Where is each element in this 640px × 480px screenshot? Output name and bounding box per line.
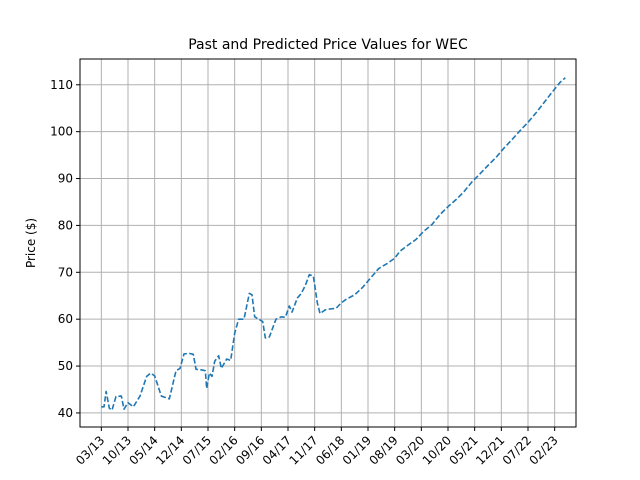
x-tick-label: 06/18 (313, 433, 347, 467)
y-tick-label: 40 (58, 406, 73, 420)
x-tick-label: 07/22 (500, 433, 534, 467)
x-tick-label: 09/16 (233, 433, 267, 467)
x-tick-label: 03/13 (73, 433, 107, 467)
y-tick-label: 100 (50, 125, 73, 139)
x-tick-label: 05/21 (446, 433, 480, 467)
x-tick-label: 08/19 (366, 433, 400, 467)
x-tick-label: 12/14 (153, 433, 187, 467)
price-series-line (101, 77, 566, 411)
x-tick-label: 10/20 (420, 433, 454, 467)
series-layer (101, 77, 566, 411)
x-tick-label: 10/13 (100, 433, 134, 467)
grid (80, 59, 576, 427)
y-tick-label: 90 (58, 172, 73, 186)
x-tick-label: 07/15 (180, 433, 214, 467)
plot-frame (79, 58, 577, 428)
y-tick-label: 50 (58, 359, 73, 373)
y-tick-label: 70 (58, 265, 73, 279)
x-tick-label: 02/23 (526, 433, 560, 467)
y-tick-label: 60 (58, 312, 73, 326)
x-tick-label: 03/20 (393, 433, 427, 467)
x-tick-label: 05/14 (126, 433, 160, 467)
chart-title: Past and Predicted Price Values for WEC (188, 37, 468, 53)
x-tick-label: 01/19 (340, 433, 374, 467)
y-tick-label: 110 (50, 78, 73, 92)
x-tick-label: 11/17 (286, 433, 320, 467)
x-tick-label: 12/21 (473, 433, 507, 467)
y-tick-label: 80 (58, 218, 73, 232)
x-tick-label: 02/16 (206, 433, 240, 467)
x-tick-label: 04/17 (260, 433, 294, 467)
y-axis-label: Price ($) (24, 218, 38, 268)
